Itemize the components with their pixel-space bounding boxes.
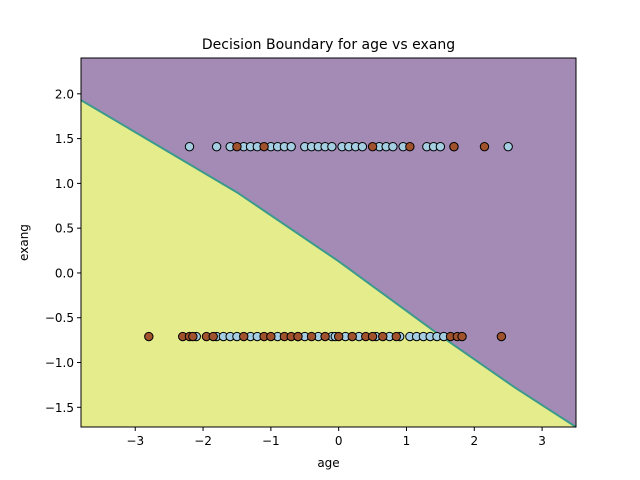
- data-point-class-1: [496, 331, 507, 342]
- data-point-class-1: [378, 331, 388, 342]
- x-tick-label: 1: [403, 434, 411, 448]
- data-point-class-0: [503, 141, 513, 152]
- x-tick-label: −2: [194, 434, 212, 448]
- scatter-points: [144, 141, 513, 342]
- y-tick-label: 1.5: [55, 132, 74, 146]
- data-point-class-1: [232, 141, 242, 152]
- x-tick-label: 0: [335, 434, 343, 448]
- chart-title: Decision Boundary for age vs exang: [202, 37, 455, 53]
- data-point-class-1: [266, 331, 276, 342]
- y-tick-label: −1.0: [45, 356, 74, 370]
- decision-boundary-line: [80, 99, 577, 428]
- data-point-class-0: [357, 141, 368, 152]
- y-tick-label: −1.5: [45, 401, 74, 415]
- region-class-1: [81, 100, 576, 427]
- data-point-class-1: [333, 331, 344, 342]
- plot-frame: [80, 57, 577, 428]
- y-tick-label: −0.5: [45, 311, 74, 325]
- x-tick-label: 3: [538, 434, 546, 448]
- x-tick-label: −3: [126, 434, 144, 448]
- data-point-class-1: [188, 331, 198, 342]
- data-point-class-1: [347, 331, 357, 342]
- y-tick-label: 0.5: [55, 222, 74, 236]
- data-point-class-1: [367, 141, 378, 152]
- y-tick-label: 2.0: [55, 87, 74, 101]
- data-point-class-0: [388, 141, 398, 152]
- data-point-class-1: [306, 331, 317, 342]
- data-point-class-1: [208, 331, 218, 342]
- x-tick-label: −1: [262, 434, 280, 448]
- data-point-class-1: [239, 331, 249, 342]
- y-tick-label: 1.0: [55, 177, 74, 191]
- data-point-class-1: [367, 331, 378, 342]
- data-point-class-1: [405, 141, 415, 152]
- data-point-class-0: [211, 141, 222, 152]
- data-point-class-1: [293, 331, 303, 342]
- data-point-class-0: [184, 141, 195, 152]
- data-point-class-0: [286, 141, 296, 152]
- data-point-class-1: [391, 331, 402, 342]
- data-point-class-1: [144, 331, 154, 342]
- y-axis-ticks: −1.5 −1.0 −0.5 0.0 0.5 1.0 1.5 2.0: [45, 87, 81, 415]
- data-point-class-0: [327, 141, 337, 152]
- data-point-class-1: [449, 141, 459, 152]
- x-axis-ticks: −3 −2 −1 0 1 2 3: [126, 427, 546, 448]
- data-point-class-1: [259, 141, 269, 152]
- data-point-class-1: [457, 331, 467, 342]
- data-point-class-1: [320, 331, 330, 342]
- decision-regions: [80, 58, 577, 428]
- x-tick-label: 2: [470, 434, 478, 448]
- data-point-class-0: [435, 141, 446, 152]
- x-axis-label: age: [317, 456, 339, 470]
- y-tick-label: 0.0: [55, 266, 74, 280]
- y-axis-label: exang: [17, 224, 31, 261]
- data-point-class-1: [479, 141, 490, 152]
